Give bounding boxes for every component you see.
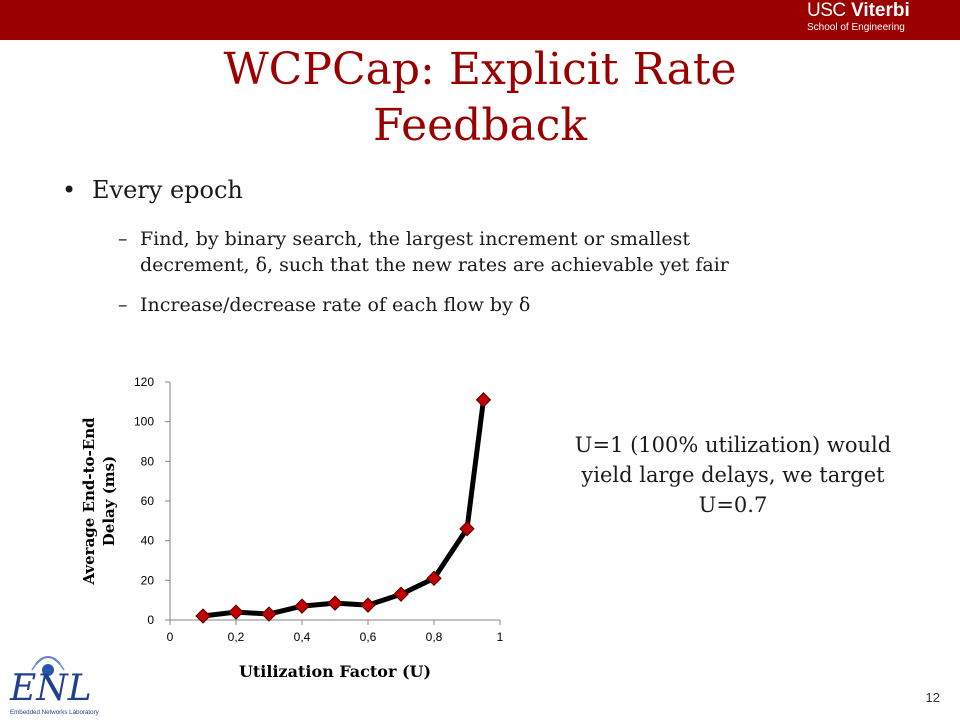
y-tick-label: 40 bbox=[141, 534, 155, 548]
sub-bullet-dash: – bbox=[118, 228, 128, 250]
slide-title: WCPCap: Explicit Rate Feedback bbox=[130, 42, 830, 154]
data-point-marker bbox=[426, 570, 442, 587]
x-axis-title: Utilization Factor (U) bbox=[239, 662, 431, 681]
sub-bullet-dash: – bbox=[118, 294, 128, 316]
x-tick-label: 0,2 bbox=[228, 630, 245, 644]
enl-logo: ENL Embedded Networks Laboratory bbox=[9, 656, 100, 716]
data-point-marker bbox=[228, 604, 244, 620]
header-band: USC Viterbi School of Engineering bbox=[0, 0, 960, 40]
usc-viterbi-logo: USC Viterbi School of Engineering bbox=[795, 0, 960, 40]
y-tick-label: 60 bbox=[141, 494, 155, 508]
y-axis-title-line-1: Average End-to-End bbox=[80, 417, 98, 586]
page-number: 12 bbox=[925, 690, 940, 705]
y-tick-label: 0 bbox=[147, 613, 154, 627]
data-point-marker bbox=[475, 392, 492, 408]
y-tick-label: 120 bbox=[134, 375, 154, 389]
series-line bbox=[202, 399, 486, 619]
enl-caption: Embedded Networks Laboratory bbox=[10, 709, 100, 716]
y-tick-label: 20 bbox=[141, 573, 155, 587]
data-point-marker bbox=[327, 595, 343, 611]
data-point-marker bbox=[261, 606, 277, 622]
utilization-note: U=1 (100% utilization) would yield large… bbox=[574, 433, 892, 517]
data-point-marker bbox=[360, 597, 376, 613]
enl-letters: ENL bbox=[9, 668, 92, 709]
logo-school-text: School of Engineering bbox=[807, 22, 905, 33]
sub-bullet-text: Increase/decrease rate of each flow by δ bbox=[140, 294, 531, 316]
bullet-dot: • bbox=[62, 176, 77, 204]
y-axis-title-line-2: Delay (ms) bbox=[100, 456, 118, 546]
logo-usc-text: USC bbox=[807, 0, 846, 21]
x-tick-label: 0 bbox=[167, 630, 174, 644]
delay-chart: 0 20 40 60 80 100 120 0 0,2 0,4 0,6 0,8 1 Utilization… bbox=[80, 375, 504, 681]
x-tick-label: 0,6 bbox=[360, 630, 377, 644]
title-line-1: WCPCap: Explicit Rate bbox=[223, 44, 737, 95]
title-line-2: Feedback bbox=[372, 100, 588, 151]
x-tick-label: 0,8 bbox=[426, 630, 443, 644]
y-tick-label: 100 bbox=[134, 415, 154, 429]
x-tick-label: 0,4 bbox=[294, 630, 311, 644]
x-tick-label: 1 bbox=[497, 630, 504, 644]
logo-viterbi-text: Viterbi bbox=[851, 0, 910, 21]
sub-bullet-text: Find, by binary search, the largest incr… bbox=[140, 228, 729, 276]
data-point-marker bbox=[393, 586, 409, 602]
bullet-text: Every epoch bbox=[92, 176, 243, 204]
enl-wave-icon bbox=[31, 656, 65, 676]
y-tick-label: 80 bbox=[141, 454, 155, 468]
data-point-marker bbox=[459, 521, 475, 537]
data-point-marker bbox=[294, 598, 310, 614]
data-point-marker bbox=[195, 608, 211, 624]
